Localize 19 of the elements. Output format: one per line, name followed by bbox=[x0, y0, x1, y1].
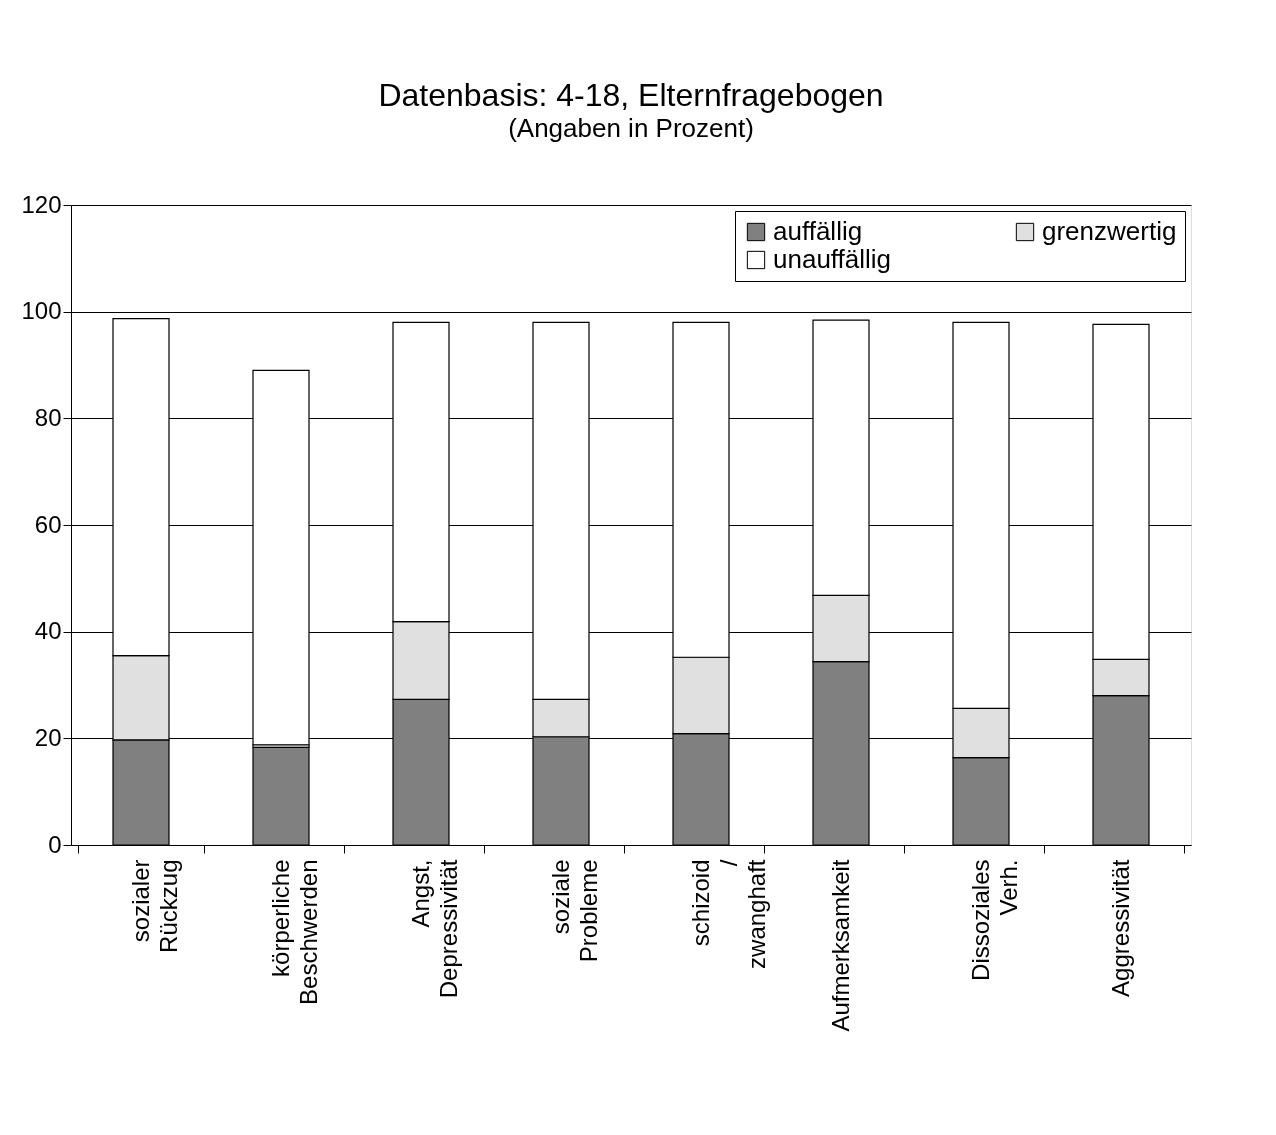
legend-label: grenzwertig bbox=[1042, 216, 1177, 246]
y-tick-label: 20 bbox=[34, 723, 62, 751]
chart-subtitle: (Angaben in Prozent) bbox=[508, 113, 754, 143]
y-tick-label: 0 bbox=[48, 830, 62, 858]
chart-title: Datenbasis: 4-18, Elternfragebogen bbox=[378, 77, 884, 113]
x-tick-label: soziale Probleme bbox=[546, 859, 602, 963]
x-tick-label: Aggressivität bbox=[1106, 859, 1134, 997]
y-tick-label: 100 bbox=[21, 297, 62, 325]
x-tick-label: Dissoziales Verh. bbox=[966, 859, 1022, 981]
x-tick-label: Angst, Depressivität bbox=[406, 859, 462, 999]
x-tick-label: schizoid / zwanghaft bbox=[686, 859, 770, 969]
y-tick-label: 80 bbox=[34, 403, 62, 431]
y-tick-label: 60 bbox=[34, 510, 62, 538]
legend-label: unauffällig bbox=[773, 244, 892, 274]
x-tick-label: Aufmerksamkeit bbox=[826, 859, 854, 1032]
y-tick-label: 40 bbox=[34, 617, 62, 645]
x-tick-label: sozialer Rückzug bbox=[126, 859, 182, 953]
legend-label: auffällig bbox=[773, 216, 863, 246]
y-tick-label: 120 bbox=[21, 190, 62, 218]
